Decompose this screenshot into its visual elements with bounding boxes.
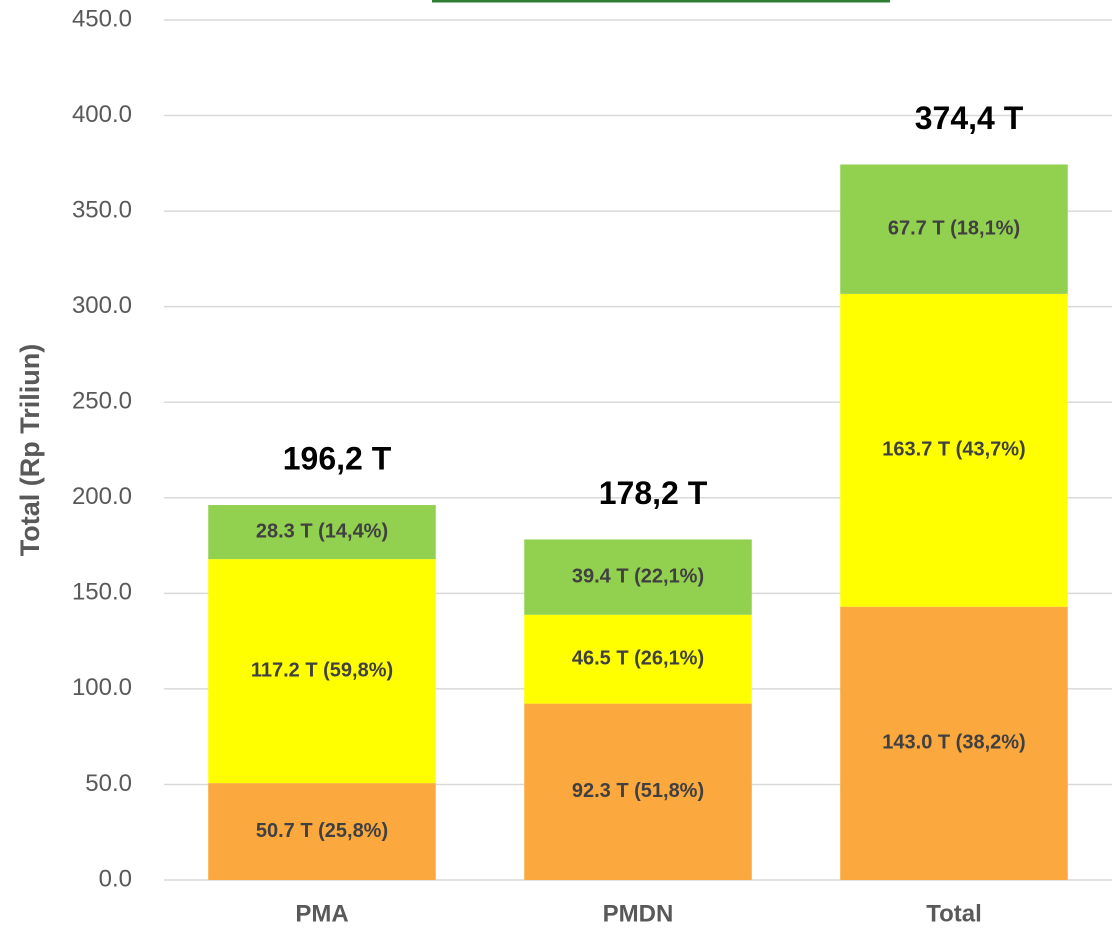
value-label: 39.4 T (22,1%) [572, 565, 704, 587]
value-label: 28.3 T (14,4%) [256, 520, 388, 542]
y-tick-label: 450.0 [72, 5, 132, 32]
bar-segment [524, 539, 752, 615]
y-tick-label: 0.0 [99, 865, 132, 892]
bar-segment [524, 614, 752, 704]
value-label: 46.5 T (26,1%) [572, 647, 704, 669]
value-label: 92.3 T (51,8%) [572, 780, 704, 802]
bar-segment [524, 703, 752, 880]
bar-segment [840, 164, 1068, 294]
x-tick-label: PMDN [603, 900, 674, 927]
total-label: 178,2 T [599, 475, 708, 511]
bar-segment [208, 559, 436, 784]
y-tick-label: 100.0 [72, 674, 132, 701]
bar-segment [840, 293, 1068, 607]
y-tick-label: 300.0 [72, 292, 132, 319]
y-axis-label: Total (Rp Triliun) [15, 344, 45, 556]
y-tick-label: 150.0 [72, 579, 132, 606]
y-tick-label: 350.0 [72, 196, 132, 223]
x-tick-label: Total [926, 900, 982, 927]
value-label: 67.7 T (18,1%) [888, 217, 1020, 239]
y-tick-label: 200.0 [72, 483, 132, 510]
y-tick-label: 50.0 [85, 770, 132, 797]
value-label: 50.7 T (25,8%) [256, 820, 388, 842]
y-tick-label: 250.0 [72, 388, 132, 415]
bar-segment [840, 606, 1068, 880]
x-tick-label: PMA [295, 900, 348, 927]
total-label: 196,2 T [283, 440, 392, 476]
value-label: 143.0 T (38,2%) [882, 732, 1025, 754]
value-label: 117.2 T (59,8%) [251, 659, 393, 681]
total-label: 374,4 T [915, 100, 1024, 136]
bar-segment [208, 505, 436, 560]
y-tick-label: 400.0 [72, 101, 132, 128]
value-label: 163.7 T (43,7%) [882, 439, 1025, 461]
bar-segment [208, 783, 436, 880]
